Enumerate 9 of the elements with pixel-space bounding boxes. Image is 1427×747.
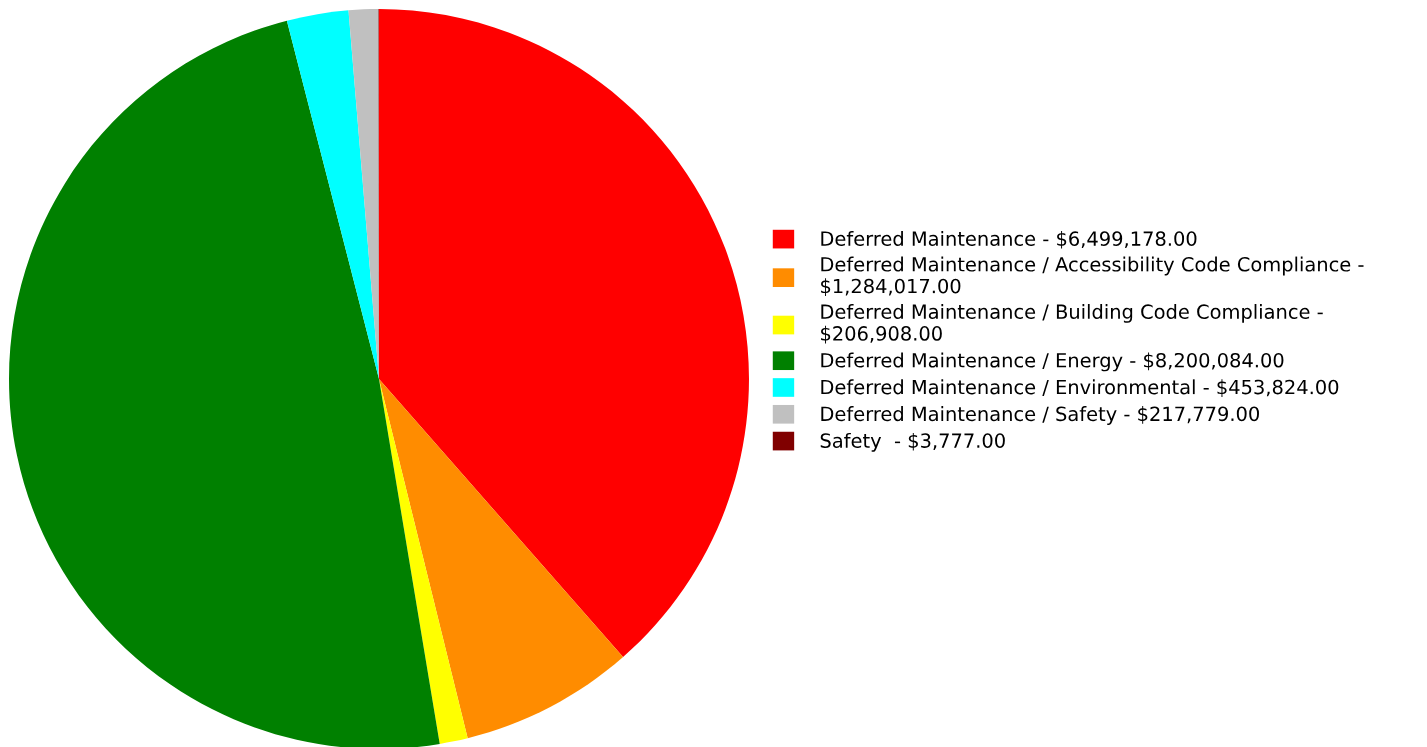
legend-label: Deferred Maintenance / Safety - $217,779.00 [821,406,1260,425]
legend-label: Deferred Maintenance / Environmental - $453,824.00 [821,379,1339,397]
legend-label: Deferred Maintenance / Building Code Compliance - [821,303,1323,323]
data-label: $206,908.00 [821,325,942,344]
legend-label: Deferred Maintenance - $6,499,178.00 [821,230,1197,249]
legend-label: Safety - $3,777.00 [820,432,1005,452]
data-label: $1,284,017.00 [821,278,961,296]
legend-label: Deferred Maintenance / Energy - $8,200,084.00 [821,352,1284,372]
legend-label: Deferred Maintenance / Accessibility Code Compliance - [821,256,1364,276]
